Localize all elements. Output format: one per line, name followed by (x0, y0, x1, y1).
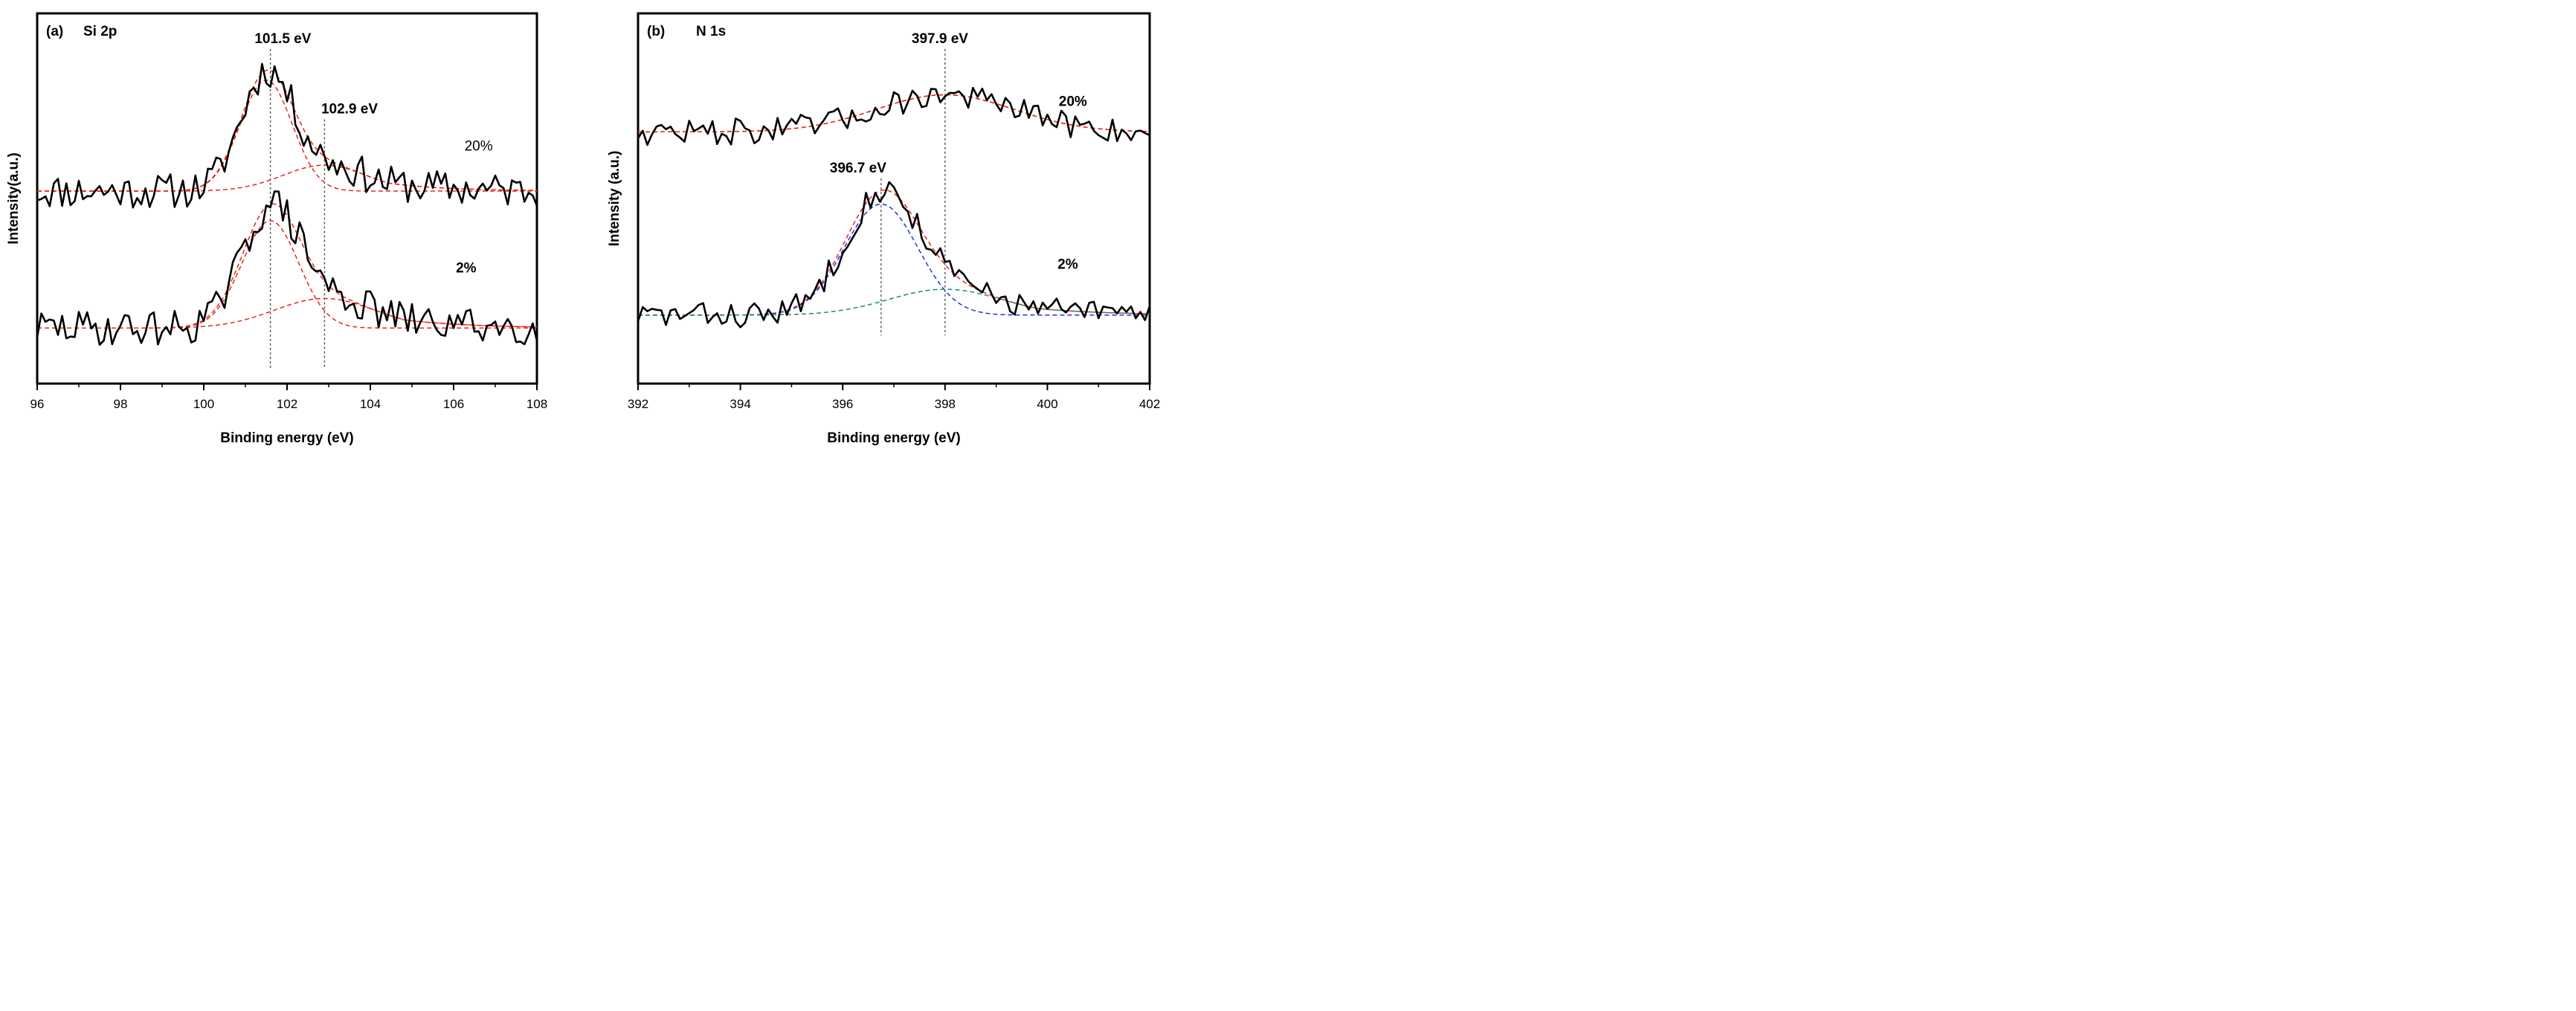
fit-component-curve (638, 288, 1150, 316)
x-tick-label: 96 (30, 397, 45, 411)
panel-title: N 1s (696, 24, 726, 39)
chart-panel-b: 392 394 396 398 400 402 Binding energy (eV) Int… (607, 12, 1160, 446)
peak-label: 396.7 eV (830, 161, 886, 176)
raw-spectrum-line (637, 181, 1151, 329)
xps-figure: 96 98 100 102 104 106 108 Binding energy (eV) In… (6, 12, 1160, 446)
x-axis-title: Binding energy (eV) (827, 430, 960, 446)
series-label: 2% (456, 261, 477, 277)
x-tick-label: 108 (527, 397, 547, 411)
x-axis-title: Binding energy (eV) (220, 430, 353, 446)
series-label: 20% (465, 138, 493, 154)
x-tick-label: 100 (193, 397, 214, 411)
raw-spectrum-line (36, 190, 538, 346)
plot-frame (637, 12, 1151, 385)
x-tick-label: 102 (277, 397, 297, 411)
panel-title: Si 2p (83, 24, 117, 39)
fit-envelope-curve (37, 69, 537, 192)
x-tick-label: 106 (443, 397, 464, 411)
chart-panel-a: 96 98 100 102 104 106 108 Binding energy (eV) In… (6, 12, 547, 446)
raw-spectrum-line (36, 62, 538, 209)
series-label: 20% (1059, 94, 1087, 110)
x-tick-label: 98 (114, 397, 128, 411)
x-tick-label: 392 (628, 397, 648, 411)
x-tick-label: 402 (1139, 397, 1160, 411)
panel-label: (a) (46, 24, 63, 39)
fit-component-curve (37, 164, 537, 192)
x-tick-label: 396 (832, 397, 853, 411)
fit-component-curve (638, 94, 1150, 133)
raw-spectrum-line (637, 86, 1150, 146)
peak-label: 397.9 eV (912, 31, 968, 47)
x-tick-label: 398 (935, 397, 956, 411)
panel-label: (b) (647, 24, 665, 39)
x-tick-label: 104 (360, 397, 381, 411)
x-tick-label: 400 (1037, 397, 1057, 411)
peak-label: 101.5 eV (254, 31, 311, 47)
y-axis-title: Intensity (a.u.) (607, 151, 622, 247)
fit-component-curve (37, 297, 538, 329)
peak-label: 102.9 eV (321, 101, 378, 117)
fit-component-curve (37, 79, 537, 192)
series-label: 2% (1057, 257, 1078, 273)
fit-envelope-curve (638, 189, 1150, 316)
y-axis-title: Intensity(a.u.) (6, 152, 22, 245)
x-tick-label: 394 (730, 397, 750, 411)
